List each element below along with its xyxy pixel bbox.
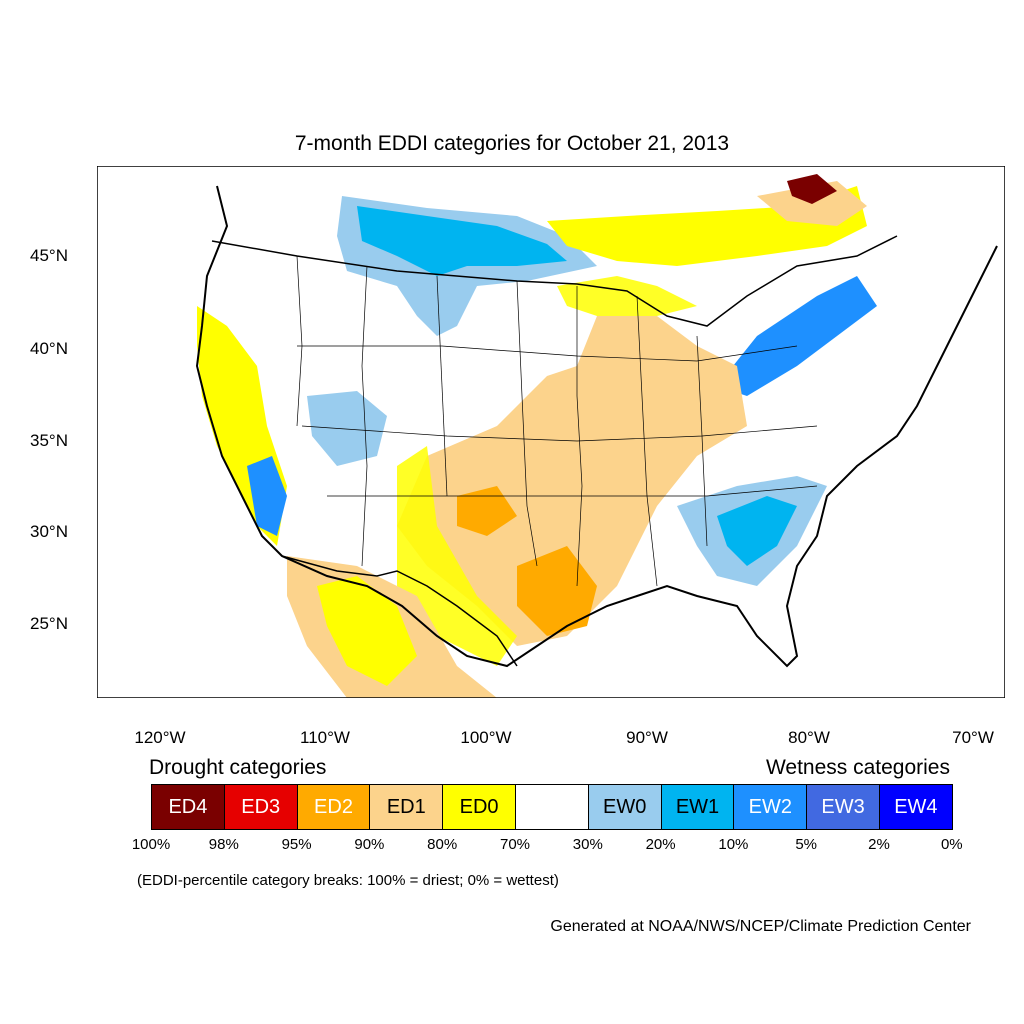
wet-region-southwest <box>247 456 287 536</box>
legend-break-label: 95% <box>281 836 312 853</box>
legend-break-label: 0% <box>940 836 963 853</box>
legend-break-label: 100% <box>131 836 171 853</box>
dry-region-texas <box>517 546 597 636</box>
wet-region-southeast-core <box>717 496 797 566</box>
country-border-canada <box>211 235 898 327</box>
dry-region-mexico-rim <box>317 576 417 686</box>
lat-label-40: 40°N <box>30 339 68 358</box>
legend-box-ew4: EW4 <box>879 784 953 830</box>
country-border-mexico <box>281 555 518 667</box>
dry-region-plains <box>397 316 747 646</box>
lon-label-110: 110°W <box>300 728 350 747</box>
legend-break-label: 10% <box>718 836 749 853</box>
legend-box-ew0: EW0 <box>587 784 662 830</box>
legend-box-ed0: ED0 <box>442 784 516 830</box>
legend-break-label: 80% <box>427 836 458 853</box>
lon-label-90: 90°W <box>626 728 668 747</box>
legend-break-label: 2% <box>868 836 890 853</box>
lon-label-100: 100°W <box>460 728 512 747</box>
dry-region-canada <box>547 186 867 266</box>
map-panel <box>97 166 1005 698</box>
lon-label-120: 120°W <box>134 728 186 747</box>
lat-label-45: 45°N <box>30 246 68 265</box>
dry-region-rim <box>397 446 517 666</box>
legend-break-label: 20% <box>645 836 676 853</box>
legend-box-neutral <box>515 784 589 830</box>
legend-break-label: 70% <box>499 836 531 853</box>
wet-region-north-plains-core <box>357 206 567 276</box>
legend-box-ed4: ED4 <box>151 784 225 830</box>
state-borders <box>296 255 818 587</box>
legend-box-ew1: EW1 <box>660 784 735 830</box>
lat-label-35: 35°N <box>30 431 68 450</box>
legend-box-ed2: ED2 <box>296 784 371 830</box>
lon-label-70: 70°W <box>952 728 994 747</box>
lon-label-80: 80°W <box>788 728 830 747</box>
wetness-heading: Wetness categories <box>765 756 950 779</box>
credit-line: Generated at NOAA/NWS/NCEP/Climate Predi… <box>550 918 971 935</box>
map-title: 7-month EDDI categories for October 21, … <box>294 132 730 155</box>
legend-box-ed3: ED3 <box>223 784 298 830</box>
legend-break-label: 30% <box>572 836 603 853</box>
legend-box-ew2: EW2 <box>733 784 808 830</box>
lat-label-30: 30°N <box>30 522 68 541</box>
legend-break-label: 5% <box>795 836 818 853</box>
dry-region-panhandle <box>457 486 517 536</box>
legend-break-label: 90% <box>354 836 385 853</box>
legend-break-label: 98% <box>208 836 239 853</box>
legend-box-ew3: EW3 <box>806 784 880 830</box>
legend-box-ed1: ED1 <box>369 784 444 830</box>
wet-region-great-lakes <box>717 276 877 396</box>
lat-label-25: 25°N <box>30 614 68 633</box>
dry-region-canada-ed4 <box>787 174 837 204</box>
legend-note: (EDDI-percentile category breaks: 100% =… <box>137 872 559 889</box>
wet-region-utah <box>307 391 387 466</box>
drought-heading: Drought categories <box>149 756 327 779</box>
coastline <box>195 185 998 668</box>
